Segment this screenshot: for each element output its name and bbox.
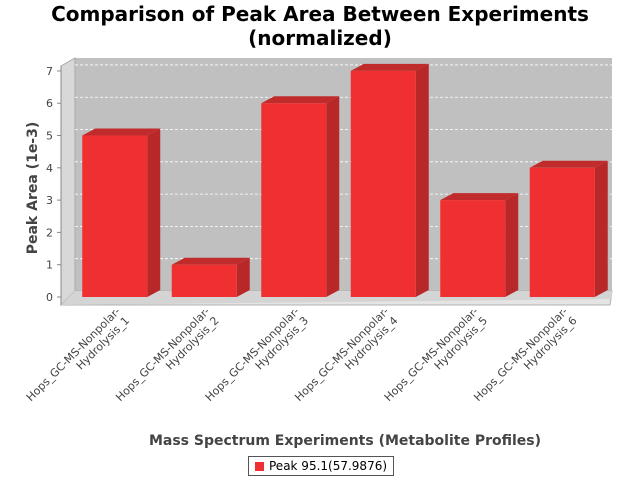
bar-top — [171, 257, 250, 265]
bar-top — [440, 193, 519, 201]
legend: Peak 95.1(57.9876) — [248, 456, 395, 476]
bar-front — [82, 135, 148, 297]
y-tick-label: 1 — [46, 259, 53, 272]
bar — [529, 160, 608, 297]
bar-top — [261, 96, 340, 104]
bar — [350, 63, 429, 298]
y-tick-label: 5 — [46, 130, 53, 143]
bar — [171, 257, 250, 297]
y-tick-label: 2 — [46, 226, 53, 239]
bar-side — [147, 128, 161, 297]
bar-front — [440, 200, 506, 297]
bar-side — [326, 96, 340, 297]
bar — [261, 96, 340, 297]
bar-top — [529, 160, 608, 168]
legend-swatch — [255, 461, 264, 471]
x-axis-title: Mass Spectrum Experiments (Metabolite Pr… — [149, 433, 541, 449]
grid-lines — [75, 64, 612, 260]
bar — [440, 193, 519, 297]
y-tick-label: 6 — [46, 97, 53, 110]
chart-title-line-2: (normalized) — [248, 26, 392, 50]
y-tick-label: 3 — [46, 194, 53, 207]
plot-side-wall — [60, 57, 76, 306]
y-tick-label: 4 — [46, 162, 53, 175]
x-tick-label-line: Hops_GC-MS-Nonpolar- — [24, 305, 123, 404]
bar-top — [350, 63, 429, 71]
bar-front — [350, 70, 416, 298]
bar-front — [261, 103, 327, 297]
bar-front — [529, 167, 595, 297]
legend-label: Peak 95.1(57.9876) — [269, 459, 388, 473]
y-tick-label: 0 — [46, 291, 53, 304]
chart-title-line-1: Comparison of Peak Area Between Experime… — [51, 2, 589, 26]
chart-title: Comparison of Peak Area Between Experime… — [0, 2, 640, 50]
bar-front — [171, 264, 237, 297]
y-axis: 0 1 2 3 4 5 6 7 — [46, 65, 62, 305]
y-axis-title: Peak Area (1e-3) — [25, 122, 41, 255]
bar-side — [505, 193, 519, 297]
y-tick-label: 7 — [46, 65, 53, 78]
bar-side — [594, 160, 608, 297]
bar-side — [415, 63, 429, 298]
bar — [82, 128, 161, 297]
bar-top — [82, 128, 161, 136]
bar-side — [236, 257, 250, 297]
bars — [82, 63, 608, 298]
x-axis: Hops_GC-MS-Nonpolar-Hydrolysis_1Hops_GC-… — [24, 305, 580, 404]
